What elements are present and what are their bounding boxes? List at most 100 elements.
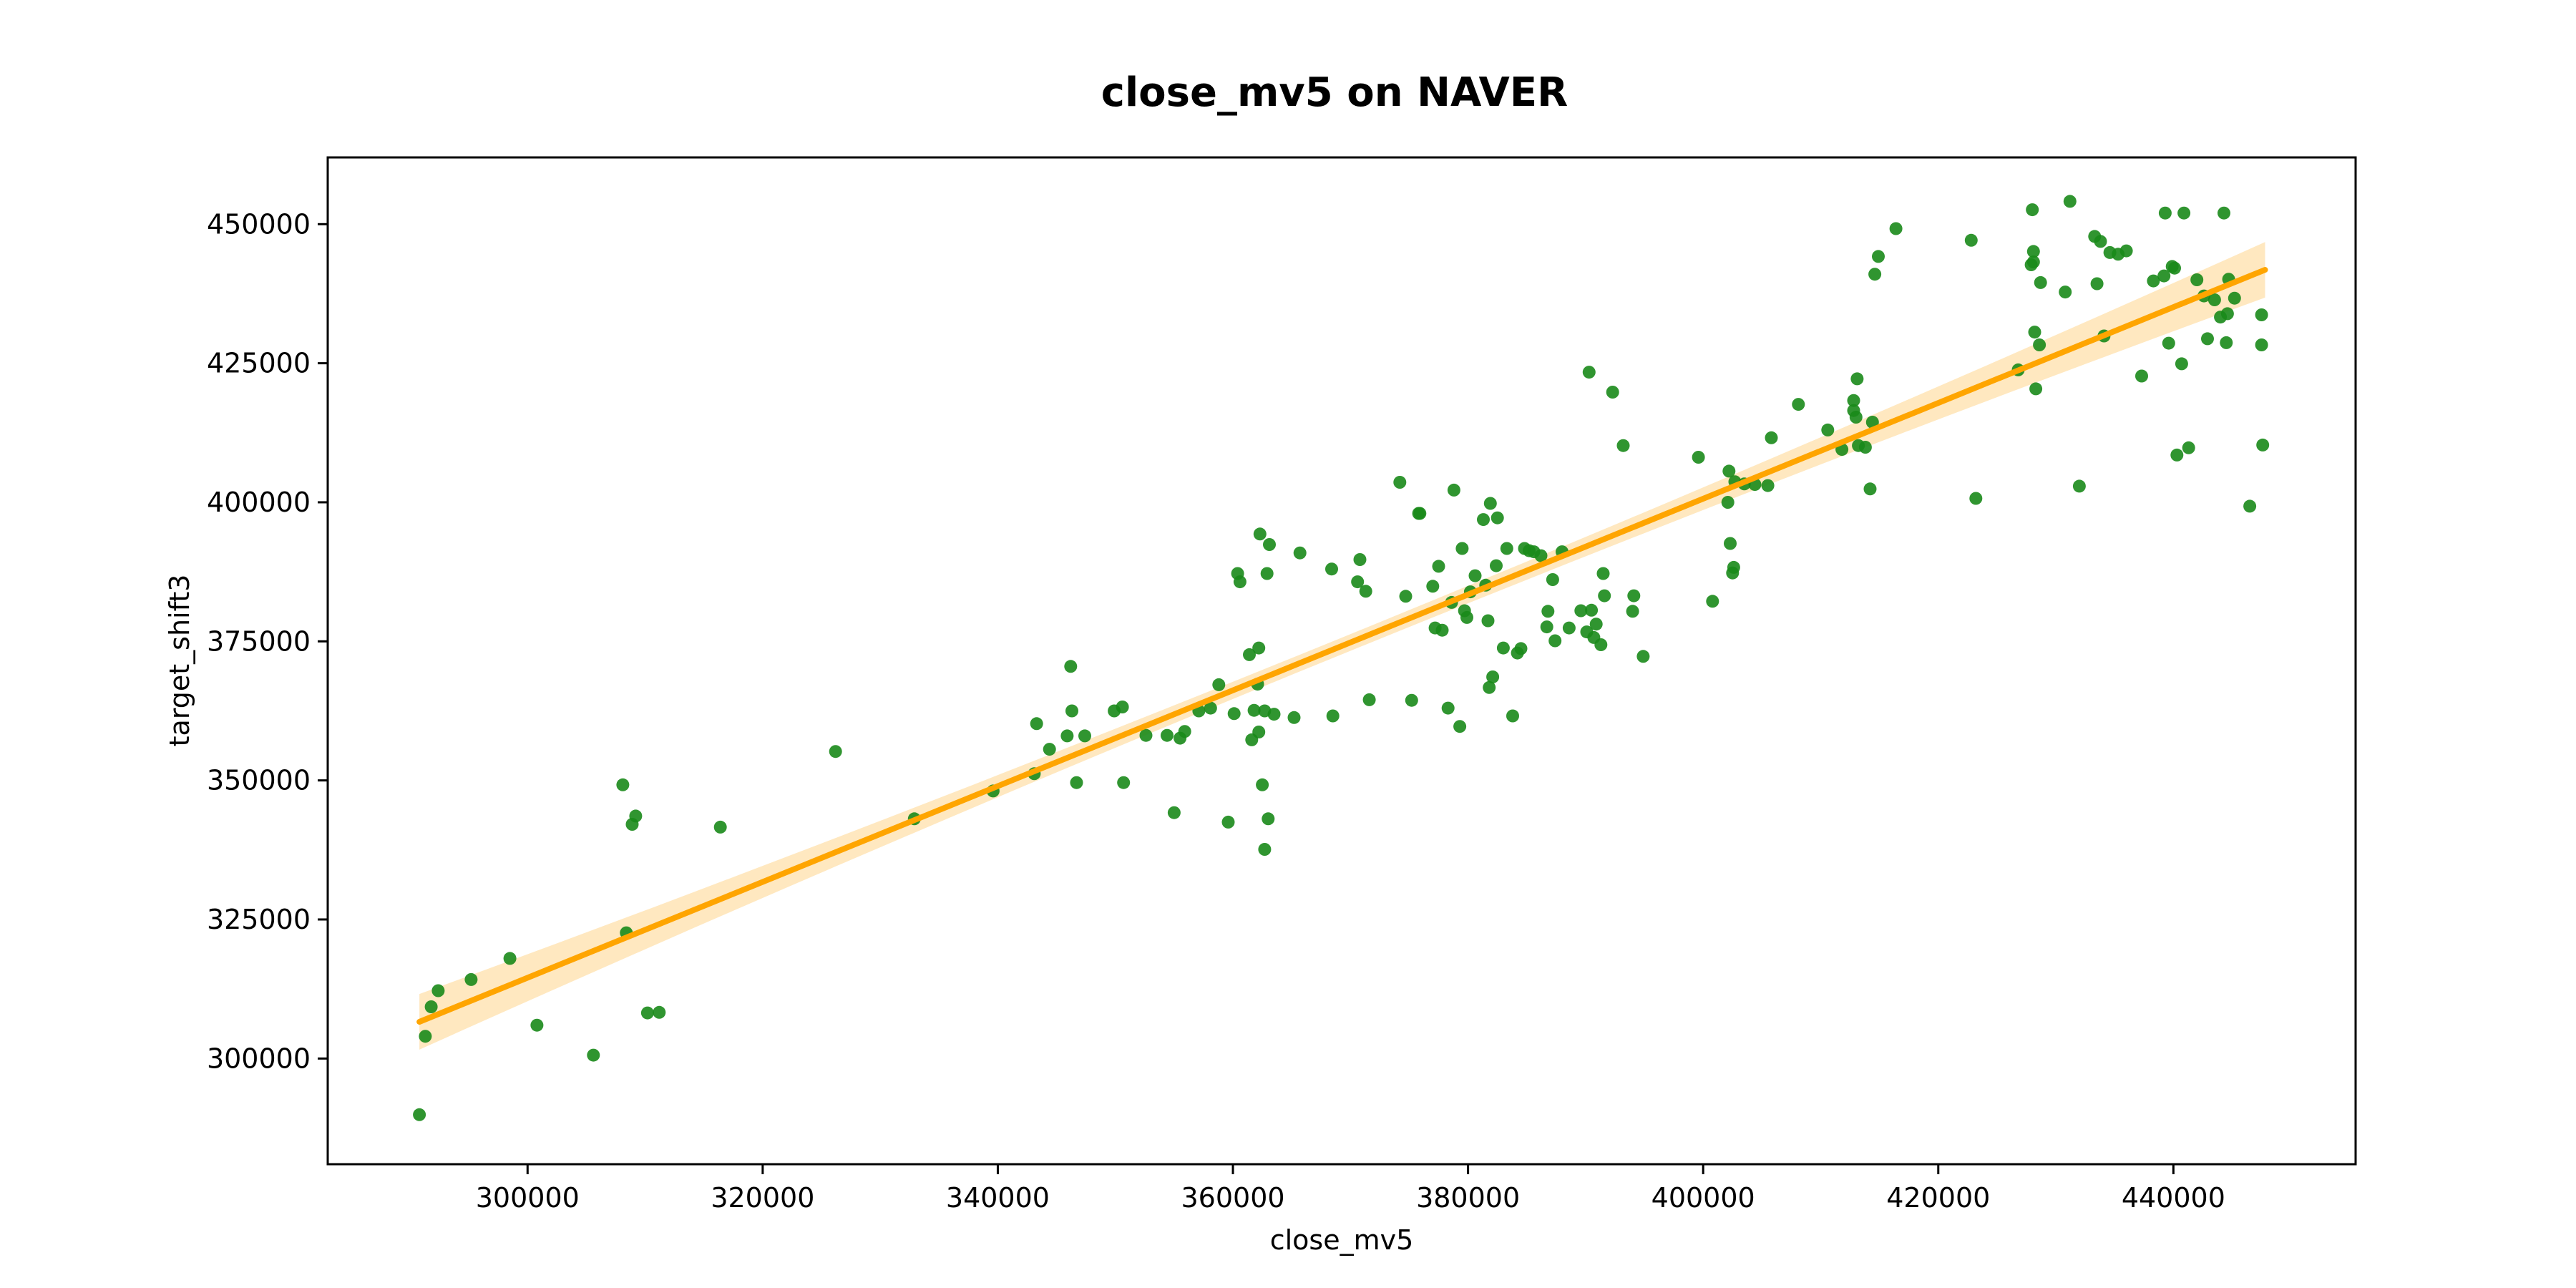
data-point xyxy=(1606,386,1619,399)
data-point xyxy=(1872,250,1885,263)
data-point xyxy=(1468,569,1482,582)
data-point xyxy=(1616,439,1630,452)
data-point xyxy=(2090,277,2104,291)
data-point xyxy=(1447,483,1460,497)
data-point xyxy=(1541,605,1555,618)
data-point xyxy=(1243,648,1256,661)
y-tick-label: 325000 xyxy=(207,904,311,935)
x-tick-label: 320000 xyxy=(711,1182,814,1214)
data-point xyxy=(1863,482,1877,496)
data-point xyxy=(2182,441,2195,454)
data-point xyxy=(1453,720,1467,733)
data-point xyxy=(1325,562,1338,576)
x-tick-label: 380000 xyxy=(1416,1182,1520,1214)
data-point xyxy=(1455,542,1469,555)
data-point xyxy=(629,809,643,823)
data-point xyxy=(1598,589,1611,602)
data-point xyxy=(713,820,727,834)
x-axis-label: close_mv5 xyxy=(1270,1224,1414,1256)
y-axis-label: target_shift3 xyxy=(164,575,195,747)
plot-frame xyxy=(326,156,2357,1166)
data-point xyxy=(1534,549,1548,562)
data-point xyxy=(2177,206,2191,220)
data-point xyxy=(1514,642,1528,655)
data-point xyxy=(1070,776,1083,789)
data-point xyxy=(1078,729,1091,743)
data-point xyxy=(1589,618,1603,631)
data-point xyxy=(2094,235,2107,248)
data-point xyxy=(1490,559,1503,572)
data-point xyxy=(1626,605,1639,618)
data-point xyxy=(2028,326,2041,339)
x-tick-label: 440000 xyxy=(2122,1182,2225,1214)
data-point xyxy=(1847,394,1860,407)
data-point xyxy=(1491,511,1504,525)
data-point xyxy=(2033,338,2046,351)
data-point xyxy=(2256,438,2270,452)
data-point xyxy=(2135,369,2148,383)
data-point xyxy=(2175,357,2188,371)
data-point xyxy=(1256,778,1269,791)
data-point xyxy=(587,1048,600,1062)
data-point xyxy=(1060,729,1074,743)
data-point xyxy=(2220,336,2233,349)
data-point xyxy=(2147,274,2160,288)
data-point xyxy=(431,984,445,997)
data-point xyxy=(616,778,630,791)
data-point xyxy=(1460,610,1473,624)
data-point xyxy=(1262,812,1275,826)
chart-title: close_mv5 on NAVER xyxy=(1101,69,1568,116)
data-point xyxy=(2059,286,2072,299)
data-point xyxy=(1405,693,1418,707)
data-point xyxy=(2063,195,2077,208)
data-point xyxy=(1263,538,1276,551)
data-point xyxy=(1594,638,1608,651)
data-point xyxy=(1496,641,1510,655)
data-point xyxy=(2158,206,2172,220)
data-point xyxy=(1441,701,1455,715)
data-point xyxy=(1030,717,1043,731)
data-point xyxy=(1500,542,1513,555)
data-point xyxy=(530,1018,544,1032)
data-point xyxy=(1481,614,1495,628)
data-point xyxy=(1117,776,1131,789)
data-point xyxy=(1821,423,1835,436)
data-point xyxy=(1722,464,1736,478)
data-point xyxy=(1692,451,1705,464)
data-point xyxy=(2026,245,2040,258)
data-point xyxy=(503,952,517,965)
data-point xyxy=(1706,595,1719,608)
data-point xyxy=(1506,709,1519,723)
data-point xyxy=(1399,590,1413,603)
data-point xyxy=(1889,222,1903,235)
data-point xyxy=(1065,704,1078,718)
data-point xyxy=(1727,560,1740,574)
data-point xyxy=(1483,680,1496,694)
data-point xyxy=(1477,513,1490,527)
data-point xyxy=(2072,479,2086,493)
data-point xyxy=(2255,338,2268,351)
x-axis: 300000 320000 340000 360000 380000 400000 4200… xyxy=(476,1164,2225,1214)
data-point xyxy=(1636,650,1650,663)
data-point xyxy=(1139,728,1153,742)
data-point xyxy=(2228,291,2241,305)
data-point xyxy=(1850,372,1864,386)
data-point xyxy=(1353,553,1367,566)
data-point xyxy=(1761,479,1775,492)
y-tick-label: 425000 xyxy=(207,348,311,379)
data-point xyxy=(1204,701,1217,715)
data-point xyxy=(1393,476,1407,489)
data-point xyxy=(1721,496,1735,509)
data-point xyxy=(1724,537,1737,550)
data-point xyxy=(2034,275,2047,289)
data-point xyxy=(464,972,478,986)
y-tick-label: 375000 xyxy=(207,625,311,657)
data-point xyxy=(1486,670,1500,683)
data-point xyxy=(1540,620,1553,634)
data-point xyxy=(2168,261,2181,275)
data-point xyxy=(1252,726,1266,738)
data-point xyxy=(1178,725,1191,738)
data-point xyxy=(1432,560,1445,573)
data-point xyxy=(1326,709,1340,723)
